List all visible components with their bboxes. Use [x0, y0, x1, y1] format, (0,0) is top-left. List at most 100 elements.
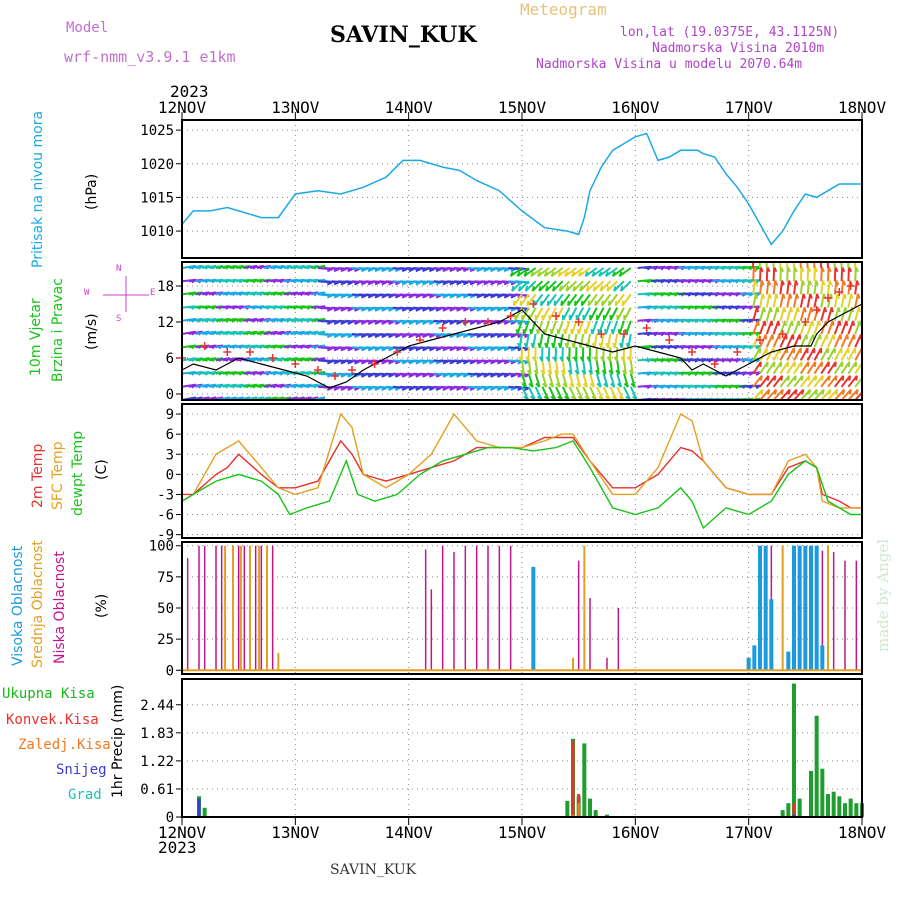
- temp-ytick-label: 9: [166, 407, 174, 423]
- pressure-ytick-label: 1020: [140, 157, 174, 173]
- wind-arrow-head: [534, 301, 535, 306]
- wind-arrow-head: [809, 390, 810, 395]
- wind-arrow-head: [395, 401, 400, 403]
- wind-arrow-head: [560, 286, 561, 291]
- legend-hail: Grad: [68, 787, 102, 803]
- wind-arrow-head: [477, 401, 482, 403]
- low-cloud-bar: [221, 546, 223, 671]
- high-cloud-bar: [769, 599, 773, 670]
- low-cloud-bar: [442, 546, 444, 671]
- low-cloud-bar: [487, 546, 489, 671]
- wind-arrow: [848, 267, 849, 281]
- x-tick-label-bottom: 13NOV: [271, 823, 320, 842]
- x-tick-label-top: 14NOV: [385, 98, 434, 117]
- high-cloud-bar: [786, 652, 790, 671]
- high-cloud-bar: [747, 658, 751, 670]
- low-cloud-bar: [499, 546, 501, 671]
- model-label: Model: [66, 20, 108, 36]
- wind-arrow-head: [765, 321, 766, 326]
- wind-arrow: [814, 267, 815, 281]
- wind-arrow-head: [355, 401, 360, 403]
- wind-arrow-head: [802, 376, 803, 381]
- wind-arrow: [862, 390, 871, 400]
- mid-cloud-bar: [572, 658, 574, 670]
- x-tick-label-top: 17NOV: [725, 98, 774, 117]
- low-cloud-bar: [261, 546, 263, 671]
- wind-arrow-head: [761, 390, 762, 395]
- wind-arrow-head: [557, 329, 558, 334]
- wind-arrow-head: [839, 307, 840, 312]
- year-bottom: 2023: [158, 838, 197, 857]
- wind-arrow-head: [409, 401, 414, 403]
- wind-arrow-head: [612, 329, 613, 334]
- wind-arrow-head: [802, 390, 803, 395]
- wind-arrow-head: [782, 390, 783, 395]
- low-cloud-bar: [606, 658, 608, 670]
- wind-arrow-head: [859, 307, 860, 312]
- high-cloud-bar: [764, 546, 768, 671]
- wind-arrow-head: [368, 401, 373, 403]
- high-cloud-bar: [809, 546, 813, 671]
- total-rain-bar: [588, 799, 592, 817]
- wind-arrow-head: [833, 321, 834, 326]
- mid-cloud-bar: [277, 653, 279, 670]
- wind-arrow-head: [622, 301, 623, 306]
- wind-arrow: [753, 267, 754, 281]
- wind-arrow-head: [527, 301, 528, 306]
- low-cloud-bar: [425, 549, 427, 670]
- total-rain-bar: [854, 803, 858, 817]
- wind-arrow-head: [805, 307, 806, 312]
- wind-arrow-head: [525, 401, 530, 403]
- high-cloud-bar: [531, 567, 535, 670]
- wind-arrow: [794, 267, 795, 281]
- wind-arrow-head: [348, 401, 353, 403]
- low-cloud-bar: [187, 558, 189, 670]
- wind-arrow-head: [784, 307, 785, 312]
- model-value: wrf-nmm_v3.9.1 e1km: [64, 48, 236, 66]
- x-tick-label-bottom: 16NOV: [611, 823, 660, 842]
- wind-arrow-head: [580, 286, 581, 291]
- wind-arrow-head: [764, 307, 765, 312]
- wind-arrow-head: [463, 401, 468, 403]
- mid-cloud-bar: [232, 546, 234, 671]
- wind-arrow: [821, 267, 822, 281]
- low-cloud-bar: [215, 546, 217, 671]
- wind-arrow-head: [843, 390, 844, 395]
- year-top: 2023: [170, 82, 209, 101]
- x-tick-label-top: 16NOV: [611, 98, 660, 117]
- temp-label-1: 2m Temp: [30, 444, 46, 508]
- wind-arrow: [760, 267, 761, 281]
- low-cloud-bar: [510, 546, 512, 671]
- total-rain-bar: [826, 794, 830, 817]
- wind-arrow-head: [816, 390, 817, 395]
- wind-arrow: [835, 267, 836, 281]
- wind-arrow-head: [825, 307, 826, 312]
- temp-ytick-label: -6: [157, 508, 174, 524]
- legend-snow: Snijeg: [56, 762, 107, 778]
- wind-arrow-head: [865, 294, 866, 299]
- wind-arrow-head: [863, 376, 864, 381]
- total-rain-bar: [565, 801, 569, 817]
- precip-ytick-label: 2.44: [140, 698, 174, 714]
- wind-arrow-head: [520, 301, 521, 306]
- precip-ytick-label: 1.83: [140, 726, 174, 742]
- pressure-ytick-label: 1010: [140, 224, 174, 240]
- wind-arrow-head: [532, 286, 533, 291]
- total-rain-bar: [594, 810, 598, 817]
- precip-ytick-label: 1.22: [140, 754, 174, 770]
- x-tick-label-bottom: 15NOV: [498, 823, 547, 842]
- mid-cloud-bar: [583, 546, 585, 671]
- wind-arrow-head: [575, 301, 576, 306]
- temp-label-2: SFC Temp: [50, 442, 66, 510]
- wind-arrow-head: [551, 329, 552, 334]
- wind-arrow-head: [864, 280, 866, 285]
- pressure-label: Pritisak na nivou mora: [30, 111, 46, 268]
- cloud-label-2: Srednja Oblacnost: [30, 540, 46, 668]
- wind-ytick-label: 12: [157, 315, 174, 331]
- wind-arrow-head: [856, 376, 857, 381]
- cloud-unit: (%): [94, 594, 110, 618]
- wind-arrow-head: [546, 286, 547, 291]
- x-tick-label-bottom: 17NOV: [725, 823, 774, 842]
- wind-arrow-head: [788, 376, 789, 381]
